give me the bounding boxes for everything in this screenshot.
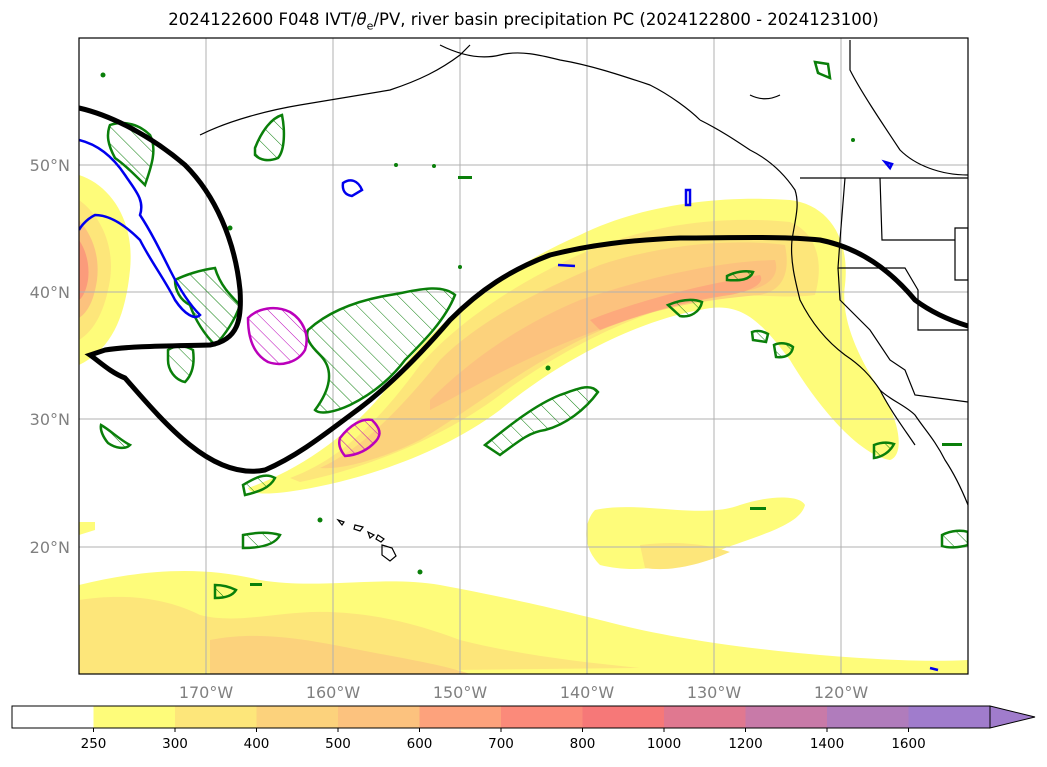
lon-label: 170°W [179, 683, 234, 702]
colorbar-cell [175, 706, 257, 728]
theta-e-contour [79, 105, 968, 474]
pv-contours-magenta [246, 306, 381, 458]
colorbar-tick-label: 1000 [647, 736, 681, 752]
colorbar-tick-label: 500 [325, 736, 351, 752]
colorbar-cell [501, 706, 583, 728]
colorbar-cell [664, 706, 746, 728]
colorbar-extend-arrow [989, 705, 1036, 729]
map-panel [79, 38, 968, 674]
pv-contours-green [99, 60, 968, 600]
lat-label: 40°N [30, 283, 70, 302]
lon-label: 140°W [560, 683, 615, 702]
lon-label: 150°W [433, 683, 488, 702]
colorbar-tick-label: 1200 [728, 736, 762, 752]
colorbar: 250 300 400 500 600 700 800 1000 1200 1400 1600 [11, 705, 1036, 752]
pv-contours-blue [79, 138, 939, 672]
lat-label: 50°N [30, 156, 70, 175]
ivt-shading [79, 175, 968, 674]
colorbar-cell [745, 706, 828, 728]
colorbar-cell [419, 706, 502, 728]
title-suffix: /PV, river basin precipitation PC (20241… [373, 10, 879, 29]
colorbar-cell [338, 706, 420, 728]
colorbar-tick-label: 1600 [891, 736, 925, 752]
lon-label: 120°W [814, 683, 869, 702]
lat-label: 20°N [30, 538, 70, 557]
colorbar-cell [256, 706, 339, 728]
lat-label: 30°N [30, 410, 70, 429]
map-title: 2024122600 F048 IVT/θe/PV, river basin p… [0, 10, 1047, 32]
colorbar-cells [11, 705, 1036, 729]
colorbar-tick-label: 250 [81, 736, 107, 752]
colorbar-tick-label: 600 [407, 736, 433, 752]
colorbar-tick-label: 700 [488, 736, 514, 752]
lon-label: 160°W [306, 683, 361, 702]
colorbar-cell [12, 706, 94, 728]
colorbar-cell [908, 706, 991, 728]
lon-labels: 170°W 160°W 150°W 140°W 130°W 120°W [179, 683, 869, 702]
lat-labels: 50°N 40°N 30°N 20°N [30, 156, 70, 557]
colorbar-ticks: 250 300 400 500 600 700 800 1000 1200 1400 1600 [81, 728, 926, 752]
colorbar-tick-label: 300 [162, 736, 188, 752]
map-frame [78, 37, 969, 675]
colorbar-cell [93, 706, 176, 728]
hawaii-islands [336, 518, 397, 562]
colorbar-cell [582, 706, 665, 728]
lon-label: 130°W [687, 683, 742, 702]
colorbar-tick-label: 800 [570, 736, 596, 752]
coastlines [199, 40, 968, 506]
pv-contours-green-small [100, 72, 962, 586]
title-prefix: 2024122600 F048 IVT/ [168, 10, 357, 29]
colorbar-tick-label: 400 [244, 736, 270, 752]
colorbar-cell [827, 706, 909, 728]
colorbar-tick-label: 1400 [810, 736, 844, 752]
title-theta-sub: e [366, 19, 374, 33]
title-theta: θ [356, 10, 367, 29]
